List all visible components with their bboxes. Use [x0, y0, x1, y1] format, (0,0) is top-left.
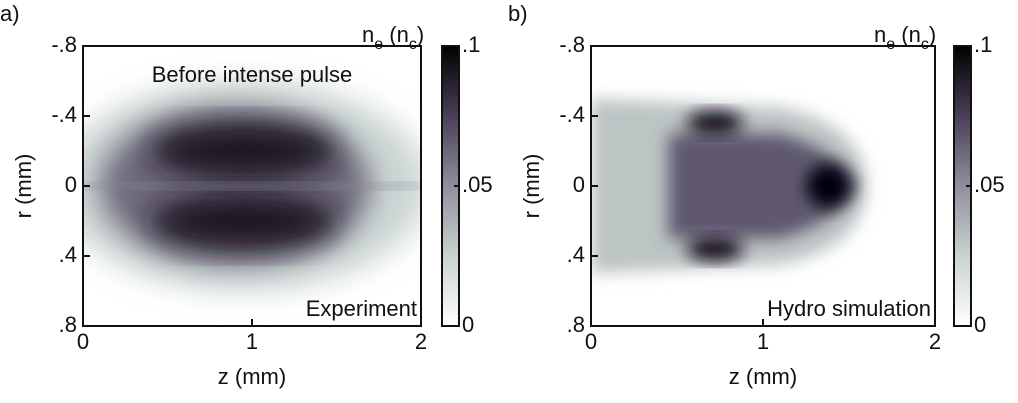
y-tick-label: -.4 [559, 102, 585, 127]
y-tick-label: .8 [59, 312, 77, 337]
colorbar-label-part: (n [895, 22, 921, 47]
annotation: Hydro simulation [767, 296, 931, 321]
colorbar-label: ne (nc) [874, 22, 936, 53]
density-region [806, 164, 851, 208]
colorbar-tick-label: .05 [462, 172, 493, 197]
density-region [668, 133, 858, 239]
heatmap-image [591, 98, 867, 274]
y-axis-label: r (mm) [519, 154, 544, 219]
colorbar-tick-label: 0 [462, 312, 474, 337]
x-tick-label: 1 [757, 329, 769, 354]
heatmap-image [83, 31, 421, 341]
x-axis-label: z (mm) [218, 364, 286, 389]
density-region [686, 111, 743, 135]
colorbar-tick-label: .1 [974, 32, 992, 57]
colorbar-label-part: ) [929, 22, 936, 47]
x-tick-label: 0 [77, 329, 89, 354]
x-tick-label: 0 [585, 329, 597, 354]
density-region [150, 193, 337, 249]
colorbar-tick-label: .05 [974, 172, 1005, 197]
density-region [184, 329, 302, 341]
colorbar-label-part: n [362, 22, 374, 47]
colorbar-tick-label: 0 [974, 312, 986, 337]
colorbar-label-part: e [374, 36, 383, 53]
y-tick-label: .4 [567, 242, 585, 267]
y-tick-label: .4 [59, 242, 77, 267]
y-tick-label: -.4 [51, 102, 77, 127]
y-tick-label: -.8 [51, 32, 77, 57]
density-region [83, 183, 421, 189]
x-tick-label: 1 [246, 329, 258, 354]
annotation: Before intense pulse [152, 62, 353, 87]
x-axis-label: z (mm) [729, 364, 797, 389]
colorbar-tick-label: .1 [462, 32, 480, 57]
panel-label: a) [0, 1, 20, 26]
y-tick-label: -.8 [559, 32, 585, 57]
density-region [184, 31, 302, 43]
colorbar-label-part: e [886, 36, 895, 53]
density-region [686, 237, 743, 261]
x-tick-label: 2 [929, 329, 941, 354]
colorbar-label-part: (n [383, 22, 409, 47]
annotation: Experiment [306, 296, 417, 321]
colorbar-label: ne (nc) [362, 22, 424, 53]
colorbar-label-part: c [409, 36, 417, 53]
y-tick-label: 0 [573, 172, 585, 197]
colorbar-label-part: n [874, 22, 886, 47]
panel-label: b) [508, 1, 528, 26]
colorbar-label-part: ) [417, 22, 424, 47]
colorbar-label-part: c [921, 36, 929, 53]
density-region [150, 123, 337, 179]
x-tick-label: 2 [415, 329, 427, 354]
y-axis-label: r (mm) [11, 154, 36, 219]
y-tick-label: .8 [567, 312, 585, 337]
y-tick-label: 0 [65, 172, 77, 197]
